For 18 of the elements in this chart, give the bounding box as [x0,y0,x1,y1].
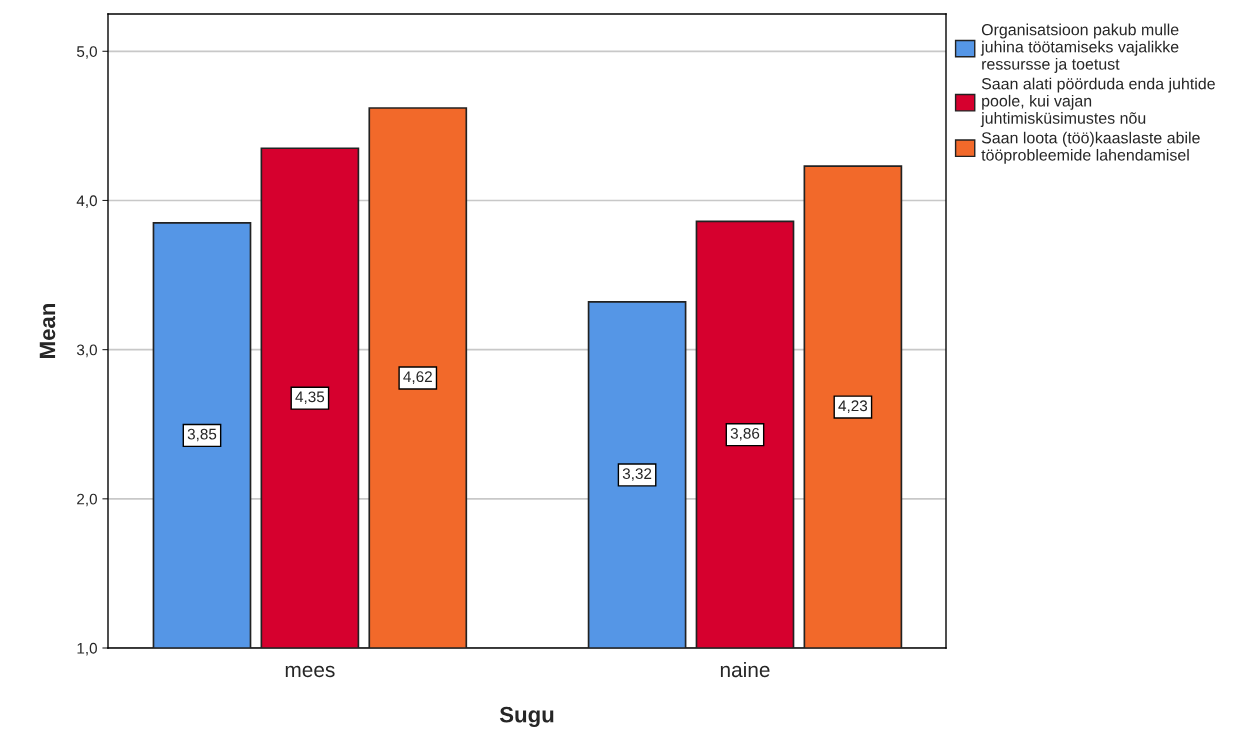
data-label: 4,35 [295,391,325,405]
data-label: 4,23 [838,400,868,413]
legend-label: Saan alati pöörduda enda juhtide poole, kui vajan juhtimisküsimustes nõu [980,77,1215,127]
data-label: 3,85 [187,428,217,442]
x-tick-label: naine [720,661,770,678]
data-label: 3,86 [730,427,760,441]
y-tick-label: 1,0 [77,642,97,656]
y-tick-label: 5,0 [76,46,97,59]
data-label: 3,32 [622,468,652,481]
legend-label: Saan loota (töö)kaaslaste abile tööprobleemide lahendamisel [981,131,1200,164]
x-axis-title: Sugu [499,706,554,728]
y-axis-title: Mean [39,303,56,358]
data-label: 4,62 [403,371,432,384]
legend-label: Organisatsioon pakub mulle juhina töötamiseks vajalikke ressursse ja toetust [980,23,1179,73]
y-tick-label: 4,0 [76,195,97,208]
y-tick-label: 2,0 [77,493,97,507]
x-tick-label: mees [285,665,335,678]
y-tick-label: 3,0 [76,344,97,358]
